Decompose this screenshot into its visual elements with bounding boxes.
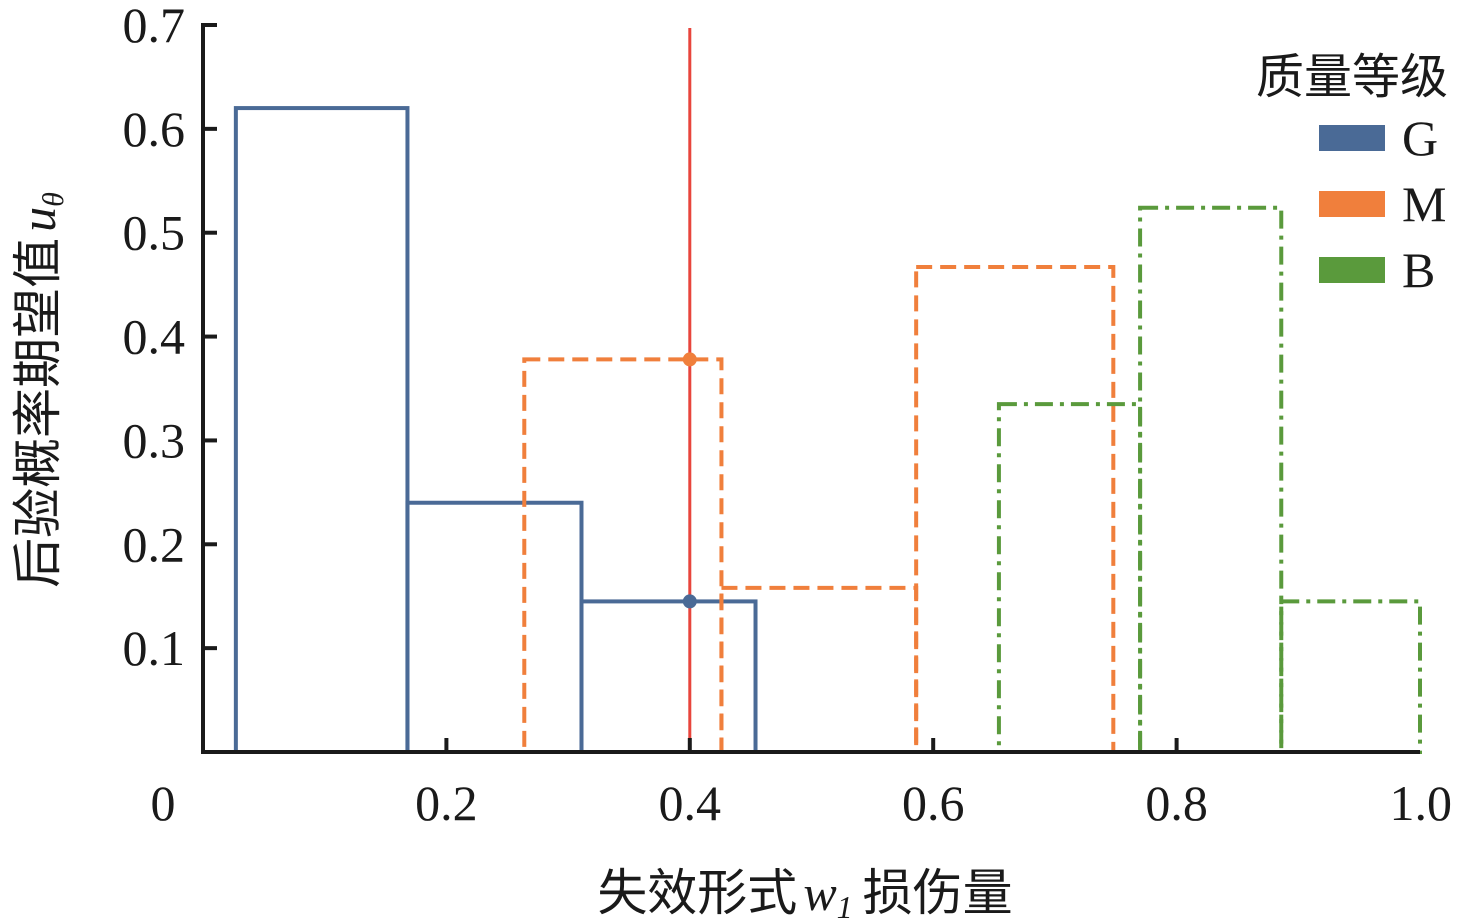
y-tick-label: 0.1 xyxy=(123,620,186,676)
x-tick-label: 0.4 xyxy=(659,775,722,831)
marker-G xyxy=(682,594,697,609)
reference-markers xyxy=(682,352,697,609)
x-tick-label: 1.0 xyxy=(1390,775,1453,831)
bar-M xyxy=(719,585,919,754)
bar-G xyxy=(405,500,584,754)
histogram-bars xyxy=(233,106,1422,755)
bar-M xyxy=(914,264,1116,754)
legend-label: B xyxy=(1402,242,1435,298)
series-G xyxy=(233,106,758,755)
legend-label: M xyxy=(1402,176,1446,232)
x-tick-label: 0.6 xyxy=(902,775,965,831)
legend-swatch xyxy=(1319,257,1385,283)
x-tick-label: 0.8 xyxy=(1145,775,1208,831)
x-tick-label: 0.2 xyxy=(415,775,478,831)
bar-G xyxy=(579,599,758,755)
y-tick-label: 0.3 xyxy=(123,412,186,468)
y-tick-label: 0.7 xyxy=(123,0,186,53)
y-axis-ticks: 0.1 0.2 0.3 0.4 0.5 0.6 0.7 xyxy=(123,0,217,676)
legend-swatch xyxy=(1319,125,1385,151)
bar-G xyxy=(233,106,410,755)
legend-title: 质量等级 xyxy=(1256,49,1448,105)
bar-B xyxy=(996,402,1143,754)
bar-B xyxy=(1138,205,1284,754)
bar-B xyxy=(1279,599,1422,755)
y-tick-label: 0.4 xyxy=(123,309,186,365)
legend-label: G xyxy=(1402,110,1438,166)
legend-item-B: B xyxy=(1319,242,1435,298)
y-tick-label: 0.6 xyxy=(123,101,186,157)
legend-item-G: G xyxy=(1319,110,1438,166)
y-tick-label: 0.2 xyxy=(123,516,186,572)
marker-M xyxy=(682,352,697,367)
legend-swatch xyxy=(1319,191,1385,217)
x-axis-ticks: 0 0.2 0.4 0.6 0.8 1.0 xyxy=(151,738,1453,831)
y-tick-label: 0.5 xyxy=(123,205,186,261)
legend-item-M: M xyxy=(1319,176,1446,232)
x-axis-title: 失效形式 w1 损伤量 xyxy=(597,864,1012,924)
y-axis-title: 后验概率期望值uθ xyxy=(9,192,70,588)
x-tick-label: 0 xyxy=(151,775,176,831)
legend: 质量等级 GMB xyxy=(1256,49,1448,298)
series-M xyxy=(522,264,1116,754)
bar-M xyxy=(522,357,724,754)
series-B xyxy=(996,205,1422,755)
